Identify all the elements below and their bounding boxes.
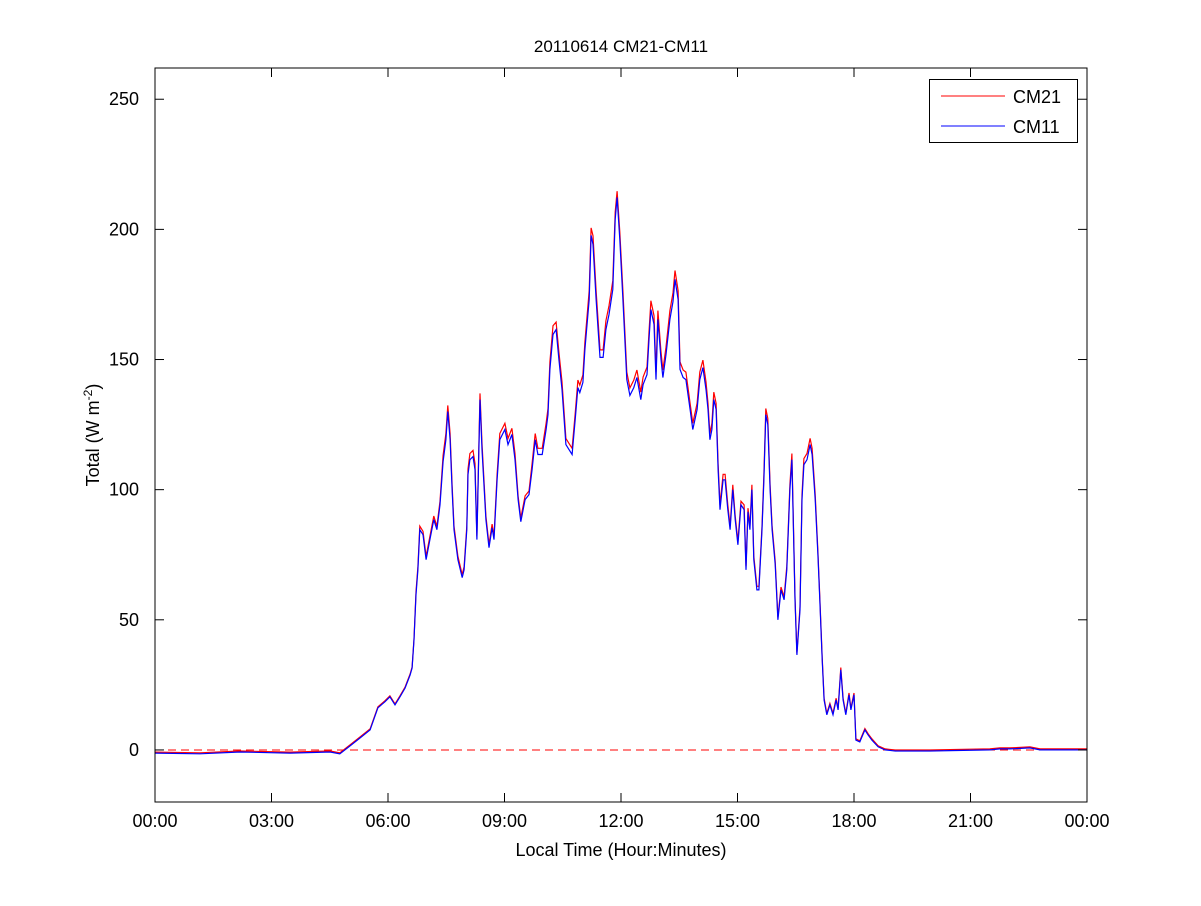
x-tick-label: 09:00 [482,811,527,831]
legend: CM21 CM11 [929,79,1078,143]
y-axis-label-main: Total (W m [83,400,103,486]
legend-label-cm11: CM11 [1013,117,1060,137]
legend-box [929,79,1078,143]
y-tick-label: 200 [109,219,139,239]
y-tick-label: 50 [119,610,139,630]
y-axis-label-superscript: -2 [81,389,95,400]
x-tick-label: 06:00 [365,811,410,831]
x-axis-label: Local Time (Hour:Minutes) [515,840,726,860]
x-tick-label: 18:00 [831,811,876,831]
x-tick-label: 03:00 [249,811,294,831]
y-axis-label-suffix: ) [83,384,103,390]
x-tick-label: 00:00 [132,811,177,831]
chart-title: 20110614 CM21-CM11 [534,37,708,56]
y-axis-label: Total (W m-2) [81,384,103,487]
x-tick-label: 21:00 [948,811,993,831]
plot-area [155,68,1087,802]
x-tick-label: 12:00 [598,811,643,831]
series-line-cm11 [154,197,1087,755]
legend-label-cm21: CM21 [1013,87,1061,107]
x-tick-label: 15:00 [715,811,760,831]
y-tick-label: 100 [109,480,139,500]
y-tick-label: 250 [109,89,139,109]
x-tick-label: 00:00 [1064,811,1109,831]
y-tick-label: 0 [129,740,139,760]
y-tick-label: 150 [109,350,139,370]
